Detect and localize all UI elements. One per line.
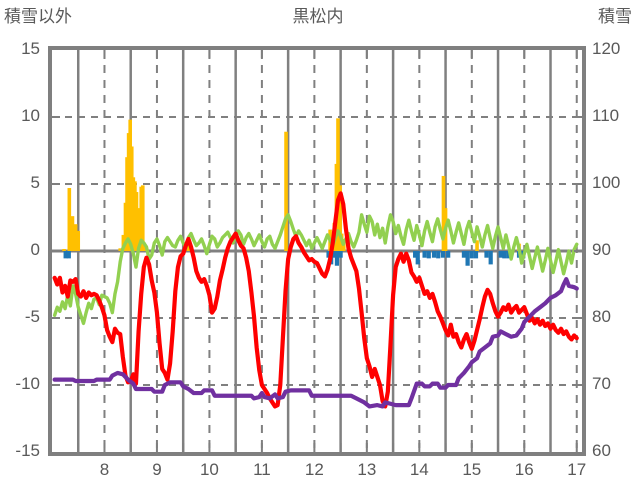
plot-inner [52,50,582,452]
x-tick-1: 9 [152,460,162,479]
y-tick-left-2: 5 [30,173,40,192]
y-tick-left-1: 10 [21,106,40,125]
y-tick-right-6: 60 [592,441,611,460]
y-tick-right-5: 70 [592,374,611,393]
chart-title: 黒松内 [292,7,344,26]
y-tick-left-6: -15 [15,441,40,460]
series-purple-line-snow-depth [52,277,579,409]
plot-svg [52,50,582,452]
right-axis-title: 積雪 [598,7,632,26]
x-tick-6: 14 [409,460,429,479]
left-axis-title: 積雪以外 [4,7,72,26]
y-tick-left-0: 15 [21,39,40,58]
x-tick-7: 15 [462,460,482,479]
x-tick-0: 8 [99,460,110,479]
x-tick-5: 13 [357,460,377,479]
x-tick-9: 17 [567,460,587,479]
x-tick-3: 11 [253,460,271,479]
y-tick-right-3: 90 [592,240,611,259]
y-axis-left: 15 10 5 0 -5 -10 -15 [0,0,44,501]
y-tick-right-2: 100 [592,173,621,192]
series-green-line-humidity [52,213,579,326]
y-tick-right-0: 120 [592,39,621,58]
x-tick-8: 16 [514,460,534,479]
x-tick-2: 10 [199,460,219,479]
x-tick-4: 12 [304,460,324,479]
series-red-line-temperature [52,191,579,409]
y-tick-left-3: 0 [30,240,40,259]
y-tick-left-4: -5 [24,307,40,326]
y-tick-left-5: -10 [15,374,40,393]
y-tick-right-4: 80 [592,307,611,326]
y-axis-right: 120 110 100 90 80 70 60 [592,0,636,501]
y-tick-right-1: 110 [592,106,620,125]
tick-marks [52,50,582,452]
plot-area [48,46,586,456]
